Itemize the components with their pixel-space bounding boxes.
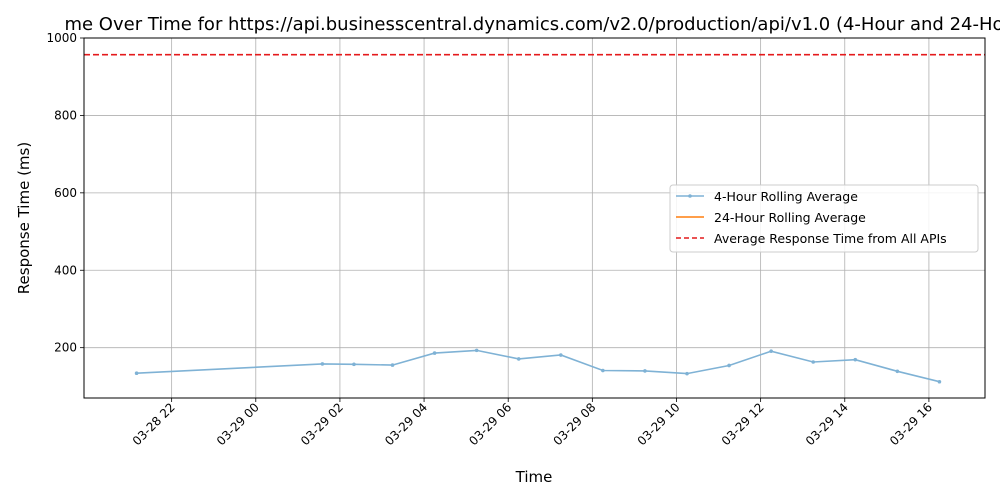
y-axis-ticks: 200 400 600 800 1000 [46,31,84,355]
data-point-4h [769,349,773,353]
data-point-4h [558,353,563,357]
legend-label-avg: Average Response Time from All APIs [714,231,947,246]
data-point-4h [432,351,437,355]
legend-frame [669,184,979,253]
y-tick-label: 1000 [46,31,77,45]
data-point-4h [811,360,816,364]
y-tick-label: 800 [54,108,77,122]
y-tick-label: 200 [54,341,77,355]
data-point-4h [937,379,942,384]
legend-label-4h: 4-Hour Rolling Average [714,189,858,204]
plot-frame [83,37,986,399]
x-axis-label: Time [515,468,553,486]
data-point-4h [352,362,356,367]
data-point-4h [601,368,605,373]
data-point-4h [853,357,858,362]
data-point-4h [643,369,647,373]
plot-series [84,53,985,384]
legend-label-24h: 24-Hour Rolling Average [714,210,866,225]
data-point-4h [685,371,689,376]
data-point-4h [516,357,521,361]
data-point-4h [727,363,731,368]
y-tick-label: 400 [54,263,77,277]
y-tick-label: 600 [54,186,77,200]
chart-title: me Over Time for https://api.businesscen… [64,14,1000,35]
legend: 4-Hour Rolling Average 24-Hour Rolling A… [669,184,979,253]
legend-marker-4h [688,194,692,198]
y-axis-label: Response Time (ms) [15,142,33,294]
data-point-4h [390,363,395,367]
data-point-4h [134,371,139,376]
data-point-4h [474,348,479,353]
data-point-4h [320,362,325,366]
data-point-4h [895,369,900,374]
